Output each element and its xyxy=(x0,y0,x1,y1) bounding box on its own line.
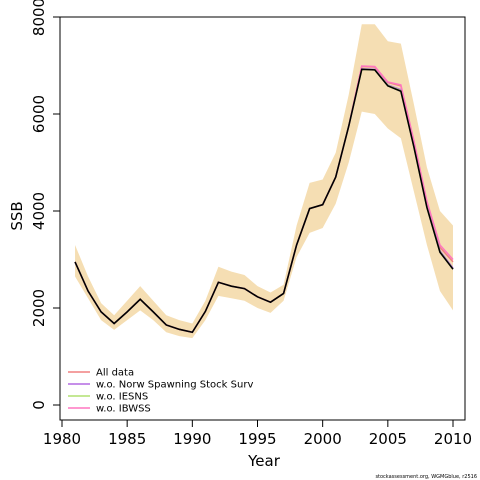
confidence-band-layer xyxy=(75,24,454,339)
x-axis-label: Year xyxy=(247,452,281,470)
legend-label: All data xyxy=(96,368,134,379)
y-tick-label: 0 xyxy=(30,400,48,410)
confidence-band xyxy=(75,24,454,339)
y-tick-label: 4000 xyxy=(30,192,48,230)
x-tick-label: 1995 xyxy=(238,430,276,448)
x-tick-label: 1985 xyxy=(108,430,146,448)
x-tick-label: 2005 xyxy=(369,430,407,448)
x-tick-label: 1990 xyxy=(173,430,211,448)
y-tick-label: 2000 xyxy=(30,289,48,327)
y-tick-label: 8000 xyxy=(30,0,48,36)
main-estimate-line xyxy=(74,68,454,334)
x-tick-label: 1980 xyxy=(43,430,81,448)
y-axis: 0 2000 4000 6000 8000 xyxy=(30,0,60,410)
legend-label: w.o. Norw Spawning Stock Surv xyxy=(96,380,253,391)
x-tick-label: 2010 xyxy=(434,430,472,448)
x-axis: 1980 1985 1990 1995 2000 2005 2010 xyxy=(43,420,472,448)
plot-frame xyxy=(59,16,466,421)
y-axis-label: SSB xyxy=(8,201,26,230)
y-tick-label: 6000 xyxy=(30,95,48,133)
footer-credit: stockassessment.org, WGMGblue, r2516 xyxy=(375,474,477,480)
legend-label: w.o. IBWSS xyxy=(96,404,151,415)
legend-label: w.o. IESNS xyxy=(96,392,148,403)
series-lines-layer xyxy=(74,65,454,334)
x-tick-label: 2000 xyxy=(304,430,342,448)
